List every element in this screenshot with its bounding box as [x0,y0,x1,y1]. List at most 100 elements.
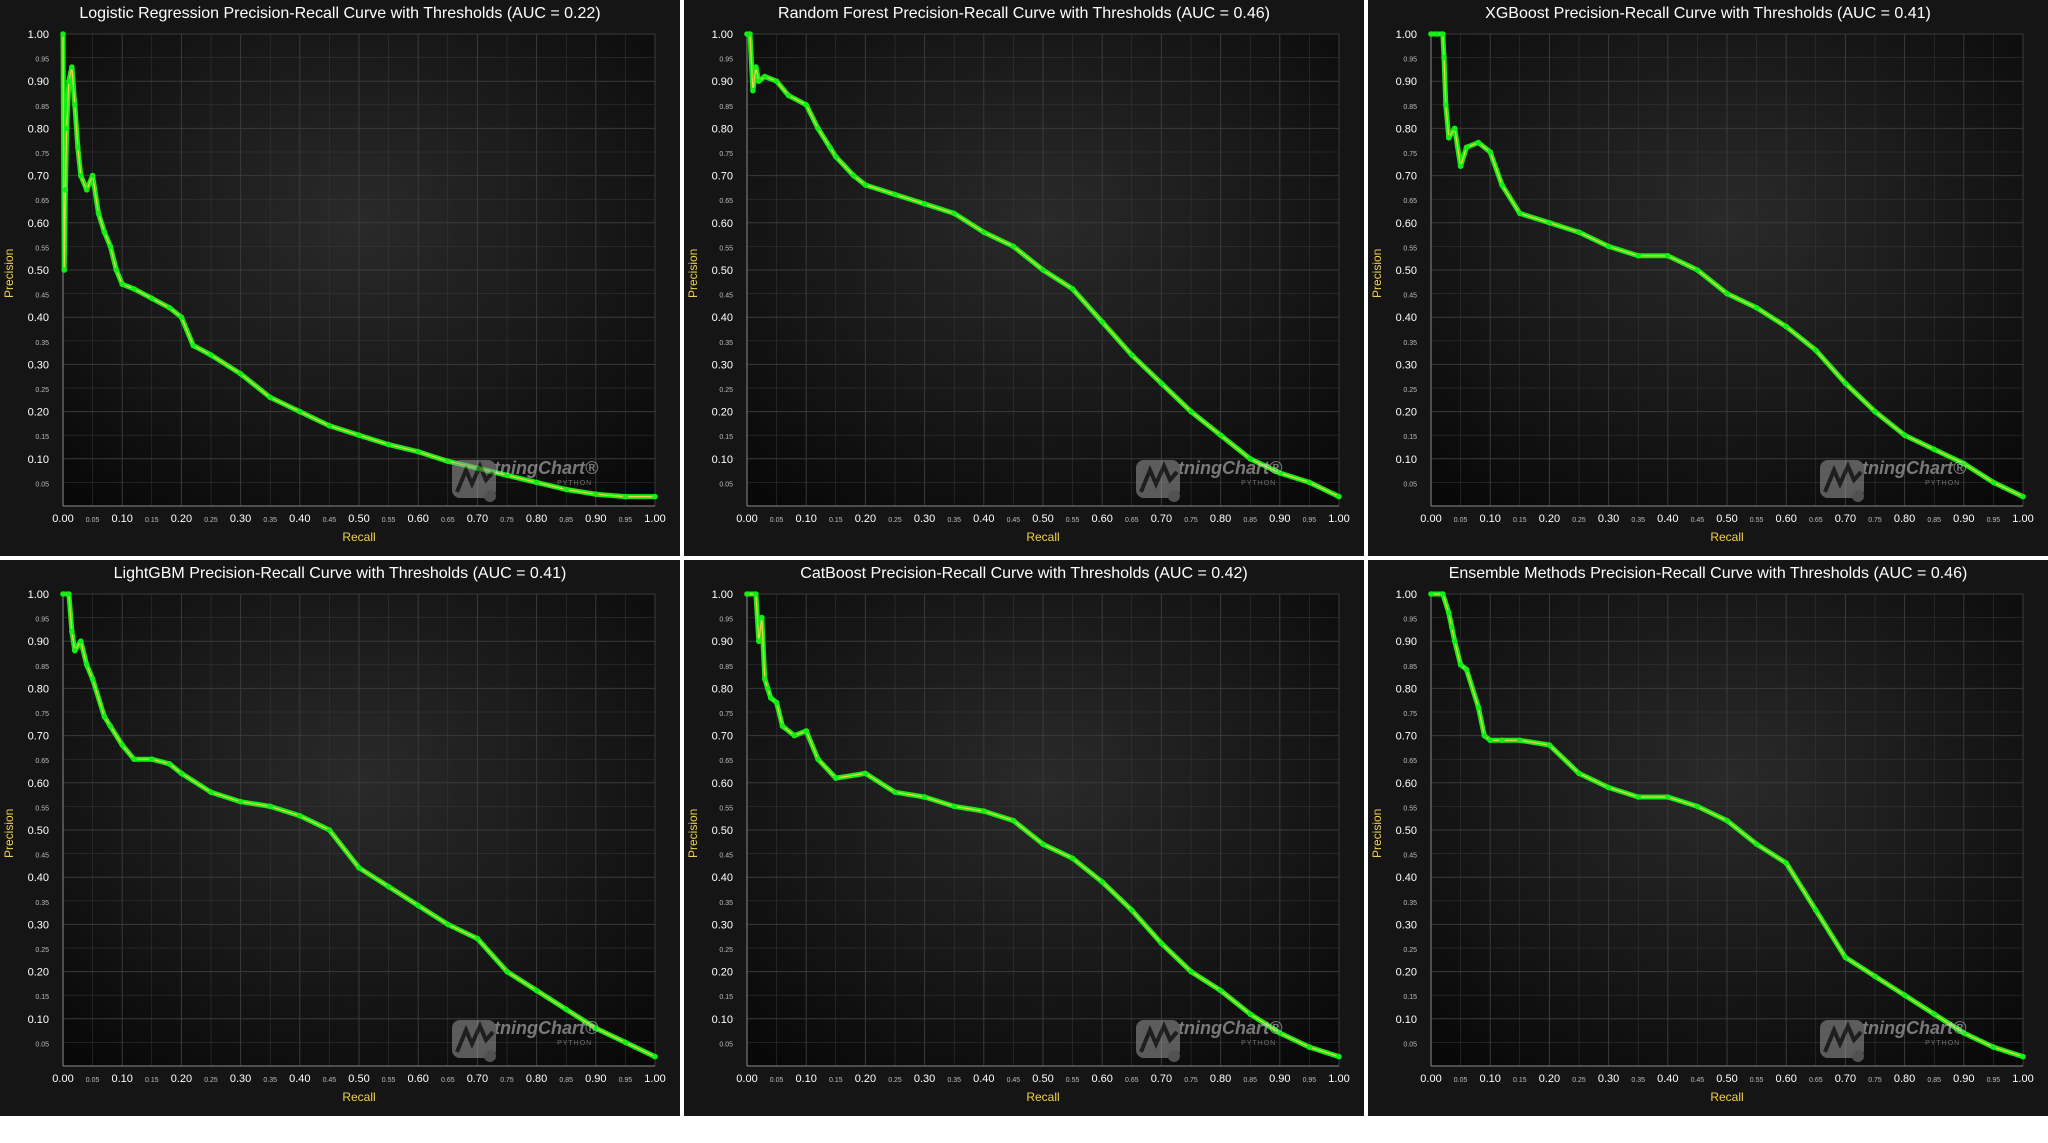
data-point [764,685,771,692]
data-point [951,210,957,217]
data-point [1901,432,1908,439]
data-point [1813,907,1819,913]
data-point [981,808,987,814]
x-tick-label: 0.75 [500,517,514,524]
data-point [149,295,155,302]
data-point [1277,1030,1283,1036]
data-point [1336,493,1342,500]
x-tick-label: 0.70 [1835,513,1856,525]
y-tick-label: 0.30 [1396,359,1417,371]
x-tick-label: 0.25 [204,517,218,524]
y-tick-label: 0.95 [35,57,49,64]
y-tick-label: 0.80 [28,123,49,135]
data-point [208,789,214,795]
x-tick-label: 0.70 [1835,1073,1856,1085]
x-tick-label: 0.90 [585,513,606,525]
x-tick-label: 0.25 [1572,1077,1586,1084]
y-tick-label: 0.90 [1396,76,1417,88]
y-axis-label: Precision [2,808,16,858]
y-tick-label: 0.95 [1403,57,1417,64]
data-point [445,458,451,465]
y-tick-label: 0.20 [712,967,733,979]
data-point [533,987,540,994]
x-tick-label: 0.55 [1750,1077,1764,1084]
data-point [756,78,762,84]
x-tick-label: 1.00 [644,513,665,525]
y-tick-label: 1.00 [28,589,49,601]
x-tick-label: 0.50 [348,513,369,525]
x-tick-label: 0.05 [86,517,100,524]
y-tick-label: 0.95 [719,617,733,624]
x-tick-label: 0.75 [500,1077,514,1084]
y-tick-label: 0.05 [35,481,49,488]
x-tick-label: 0.55 [1066,517,1080,524]
y-tick-label: 0.20 [28,967,49,979]
y-tick-label: 0.75 [719,151,733,158]
data-point [779,723,786,729]
x-tick-label: 0.95 [1303,1077,1317,1084]
data-point [1665,253,1671,259]
data-point [1990,479,1997,486]
data-point [2020,493,2026,500]
x-tick-label: 0.35 [263,1077,277,1084]
data-point [166,305,173,311]
y-tick-label: 0.50 [712,265,733,277]
y-tick-label: 0.85 [35,104,49,111]
data-point [326,423,333,429]
y-tick-label: 0.40 [712,312,733,324]
y-tick-label: 0.50 [712,825,733,837]
data-point [1040,841,1046,847]
x-tick-label: 0.65 [441,517,455,524]
y-tick-label: 1.00 [28,29,49,41]
data-point [415,448,422,455]
data-point [1475,139,1482,146]
data-point [474,935,481,942]
x-tick-label: 0.15 [1513,517,1527,524]
chart-panel: 0.00 0.05 0.10 0.15 0.20 0.25 0.30 0.35 0.40 0.45… [1368,560,2048,1116]
data-point [1428,31,1434,37]
data-point [1069,286,1076,292]
data-point [1277,470,1283,476]
x-tick-label: 0.35 [263,517,277,524]
data-point [72,102,78,108]
data-point [69,64,75,70]
y-tick-label: 0.15 [719,434,733,441]
y-tick-label: 0.10 [712,454,733,466]
data-point [1448,624,1455,630]
data-point [190,342,196,349]
y-tick-label: 0.90 [712,636,733,648]
x-axis-label: Recall [1026,530,1060,544]
data-point [773,699,780,706]
x-tick-label: 0.70 [467,1073,488,1085]
data-point [1783,860,1789,866]
data-point [237,798,244,805]
chart-grid: 0.00 0.05 0.10 0.15 0.20 0.25 0.30 0.35 0.40 0.45… [0,0,2048,1116]
y-tick-label: 0.95 [1403,617,1417,624]
x-tick-label: 0.05 [1454,517,1468,524]
x-tick-label: 0.80 [526,513,547,525]
data-point [1605,784,1612,791]
data-point [1576,770,1582,777]
x-tick-label: 0.70 [1151,513,1172,525]
x-tick-label: 0.65 [1125,517,1139,524]
data-point [593,1025,599,1031]
x-tick-label: 0.15 [145,1077,159,1084]
data-point [107,723,114,729]
data-point [119,742,125,748]
data-point [69,629,75,635]
y-axis-label: Precision [1370,808,1384,858]
data-point [60,31,66,37]
x-tick-label: 0.25 [204,1077,218,1084]
data-point [750,87,756,94]
x-tick-label: 0.20 [855,513,876,525]
data-point [89,172,96,179]
data-point [773,78,780,84]
y-tick-label: 0.85 [1403,104,1417,111]
x-tick-label: 0.10 [795,513,816,525]
x-tick-label: 0.45 [323,1077,337,1084]
x-tick-label: 0.50 [1032,513,1053,525]
y-tick-label: 0.30 [28,919,49,931]
data-point [1813,347,1819,354]
y-tick-label: 0.20 [1396,967,1417,979]
data-point [1428,591,1434,597]
